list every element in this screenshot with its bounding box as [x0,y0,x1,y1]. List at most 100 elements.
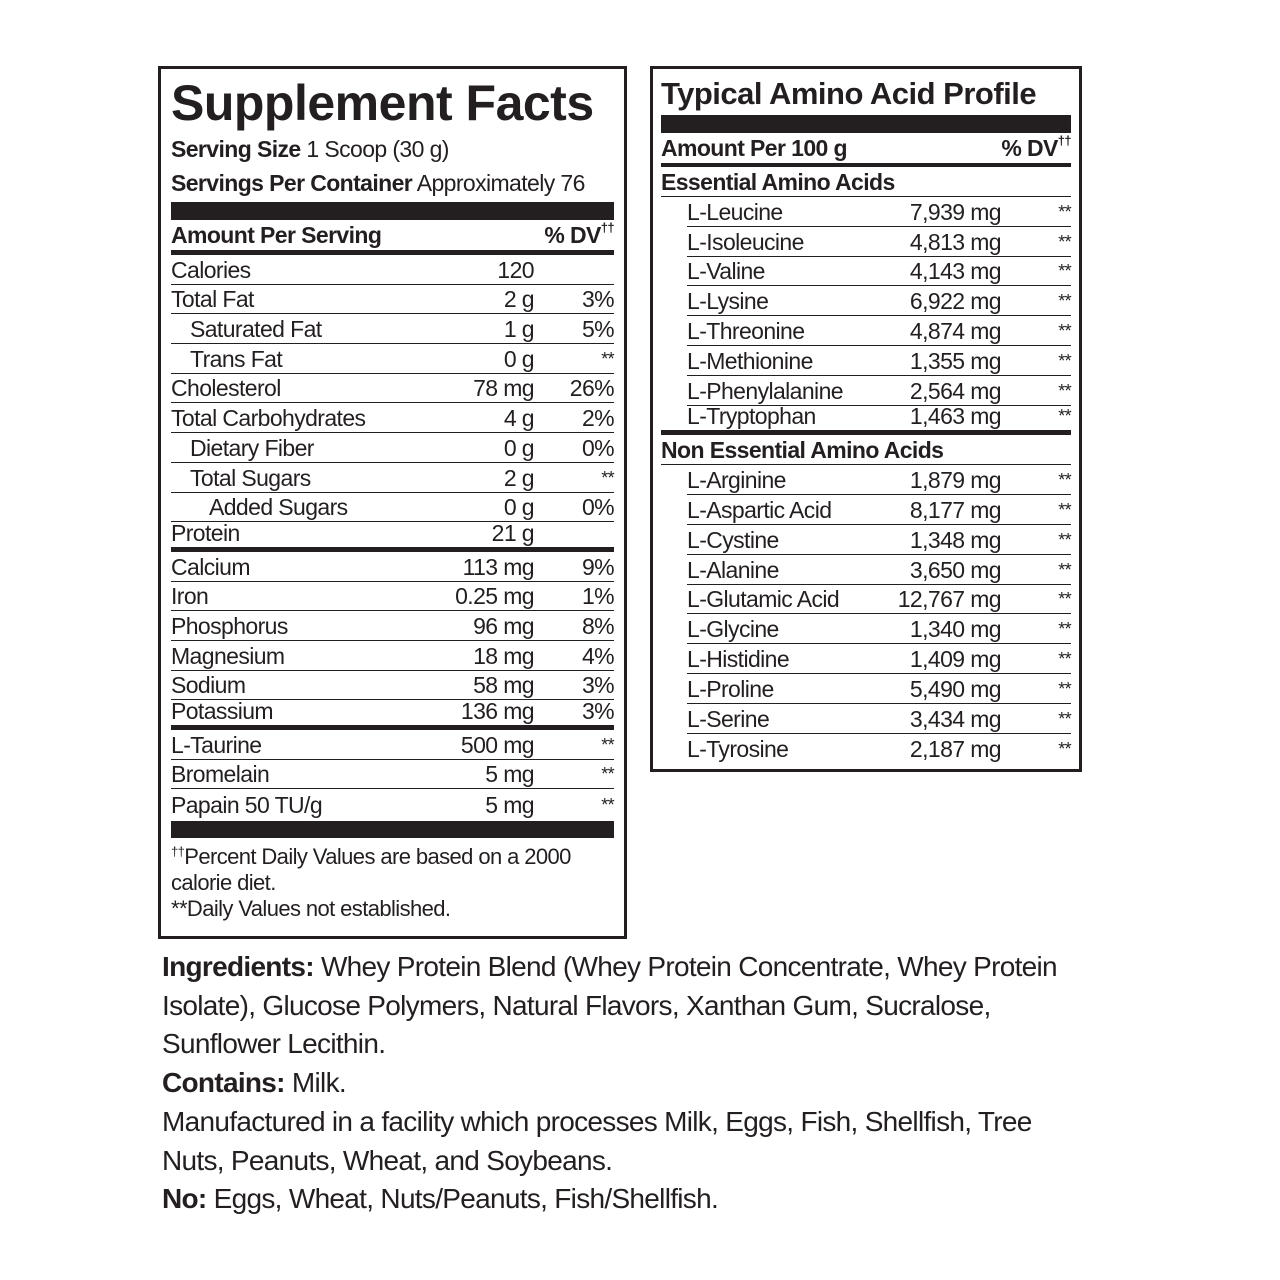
amino-name: L-Tyrosine [687,736,789,763]
nutrient-row: Phosphorus 96 mg 8% [171,611,615,641]
nutrient-row: Magnesium 18 mg 4% [171,641,615,671]
nutrient-row: Calcium 113 mg 9% [171,552,615,582]
amino-amount: 1,463 mg [909,403,1002,430]
amino-row: L-Valine 4,143 mg ** [687,257,1072,287]
nutrient-row: Total Carbohydrates 4 g 2% [171,403,615,434]
amino-amount: 4,143 mg [909,258,1002,285]
nutrient-name: Protein [171,519,240,546]
nutrient-amount: 0 g [503,434,535,461]
amino-name: L-Glutamic Acid [687,586,840,613]
amino-name: L-Tryptophan [687,403,816,430]
thick-divider [661,115,1071,133]
nutrient-name: Potassium [171,698,274,724]
thick-divider [171,202,614,220]
amino-dv: ** [1058,739,1071,760]
nutrient-amount: 1 g [503,316,535,343]
contains-line: Contains: Milk. [162,1067,347,1099]
bottom-divider [171,821,614,839]
amino-name: L-Aspartic Acid [687,496,832,523]
nutrient-name: Saturated Fat [190,316,322,343]
nutrient-dv: ** [601,734,614,755]
amino-row: L-Phenylalanine 2,564 mg ** [687,376,1072,406]
amino-row: L-Leucine 7,939 mg ** [687,197,1072,227]
nutrient-name: Sodium [171,672,246,699]
amino-name: L-Alanine [687,556,779,583]
footnote-not-established: **Daily Values not established. [171,896,451,922]
nutrient-name: Calcium [171,553,250,580]
amino-dv: ** [1058,529,1071,550]
nutrient-amount: 5 mg [485,761,534,788]
nutrient-row: Total Sugars 2 g ** [171,463,615,493]
amino-name: L-Proline [687,675,774,702]
nutrient-name: Magnesium [171,642,285,669]
amino-row: L-Glutamic Acid 12,767 mg ** [687,585,1072,615]
amino-name: L-Phenylalanine [687,377,844,404]
supplement-facts-panel: Supplement Facts Serving Size 1 Scoop (3… [158,66,627,939]
nutrient-row: Dietary Fiber 0 g 0% [171,433,615,463]
amino-name: L-Cystine [687,526,779,553]
nutrient-amount: 0 g [503,345,535,372]
nutrient-amount: 2 g [503,286,535,313]
nutrient-amount: 78 mg [473,375,535,402]
nutrient-dv: 3% [581,672,615,699]
nutrient-amount: 96 mg [473,612,535,639]
nutrient-name: Total Sugars [190,464,311,491]
nutrient-row: Papain 50 TU/g 5 mg ** [171,789,615,819]
nonessential-amino-table: L-Arginine 1,879 mg ** L-Aspartic Acid 8,177… [661,465,1072,763]
facility-line: Manufactured in a facility which process… [162,1105,1032,1176]
amino-amount: 4,813 mg [909,228,1002,255]
amino-amount: 6,922 mg [909,288,1002,315]
nutrient-dv: 0% [581,494,615,521]
amino-name: L-Lysine [687,288,769,315]
essential-section-label: Essential Amino Acids [661,167,1071,197]
amino-profile-title: Typical Amino Acid Profile [661,76,1037,111]
ingredients-block: Ingredients: Whey Protein Blend (Whey Pr… [162,948,1082,1219]
nutrient-amount: 113 mg [462,553,535,580]
nutrient-name: Bromelain [171,761,270,788]
nutrient-name: Dietary Fiber [190,434,314,461]
serving-size-value: 1 Scoop (30 g) [306,136,449,162]
nutrient-name: Phosphorus [171,612,288,639]
nutrient-dv: 5% [581,316,615,343]
amino-row: L-Aspartic Acid 8,177 mg ** [687,495,1072,525]
amino-dv: ** [1058,380,1071,401]
nutrient-row: Cholesterol 78 mg 26% [171,374,615,404]
nutrient-dv: 9% [581,553,615,580]
amino-row: L-Isoleucine 4,813 mg ** [687,227,1072,257]
amino-dv-header: % DV†† [1001,133,1071,161]
nutrient-row: Trans Fat 0 g ** [171,344,615,374]
nutrient-amount: 2 g [503,464,535,491]
amino-dv: ** [1058,648,1071,669]
amino-dv: ** [1058,589,1071,610]
amount-per-serving-header: Amount Per Serving [171,222,382,248]
nutrient-dv: 2% [581,405,615,432]
amino-amount: 2,564 mg [909,377,1002,404]
nutrient-amount: 21 g [491,519,535,546]
nutrient-name: Cholesterol [171,375,281,402]
nutrient-dv: ** [601,348,614,369]
amino-header-row: Amount Per 100 g % DV†† [661,133,1072,163]
footnotes: ††Percent Daily Values are based on a 20… [171,844,614,922]
header-divider [661,163,1071,167]
amino-row: L-Alanine 3,650 mg ** [687,555,1072,585]
amino-name: L-Arginine [687,467,786,494]
amino-amount: 5,490 mg [909,675,1002,702]
nutrient-amount: 0 g [503,494,535,521]
amino-dv: ** [1058,499,1071,520]
amino-amount: 12,767 mg [897,586,1002,613]
amino-acid-panel: Typical Amino Acid Profile Amount Per 10… [650,66,1082,772]
nutrient-dv: ** [601,795,614,816]
amino-row: L-Lysine 6,922 mg ** [687,286,1072,317]
amino-row: L-Glycine 1,340 mg ** [687,614,1072,645]
nutrient-row: Added Sugars 0 g 0% [171,493,615,523]
nutrient-name: Total Carbohydrates [171,405,366,432]
amino-dv: ** [1058,619,1071,640]
nutrient-row: Total Fat 2 g 3% [171,285,615,315]
amino-dv: ** [1058,291,1071,312]
amino-amount: 8,177 mg [909,496,1002,523]
nutrient-dv: 0% [581,434,615,461]
amino-name: L-Methionine [687,347,813,374]
amount-per-100g-header: Amount Per 100 g [661,135,848,161]
amino-dv: ** [1058,201,1071,222]
amino-dv: ** [1058,678,1071,699]
